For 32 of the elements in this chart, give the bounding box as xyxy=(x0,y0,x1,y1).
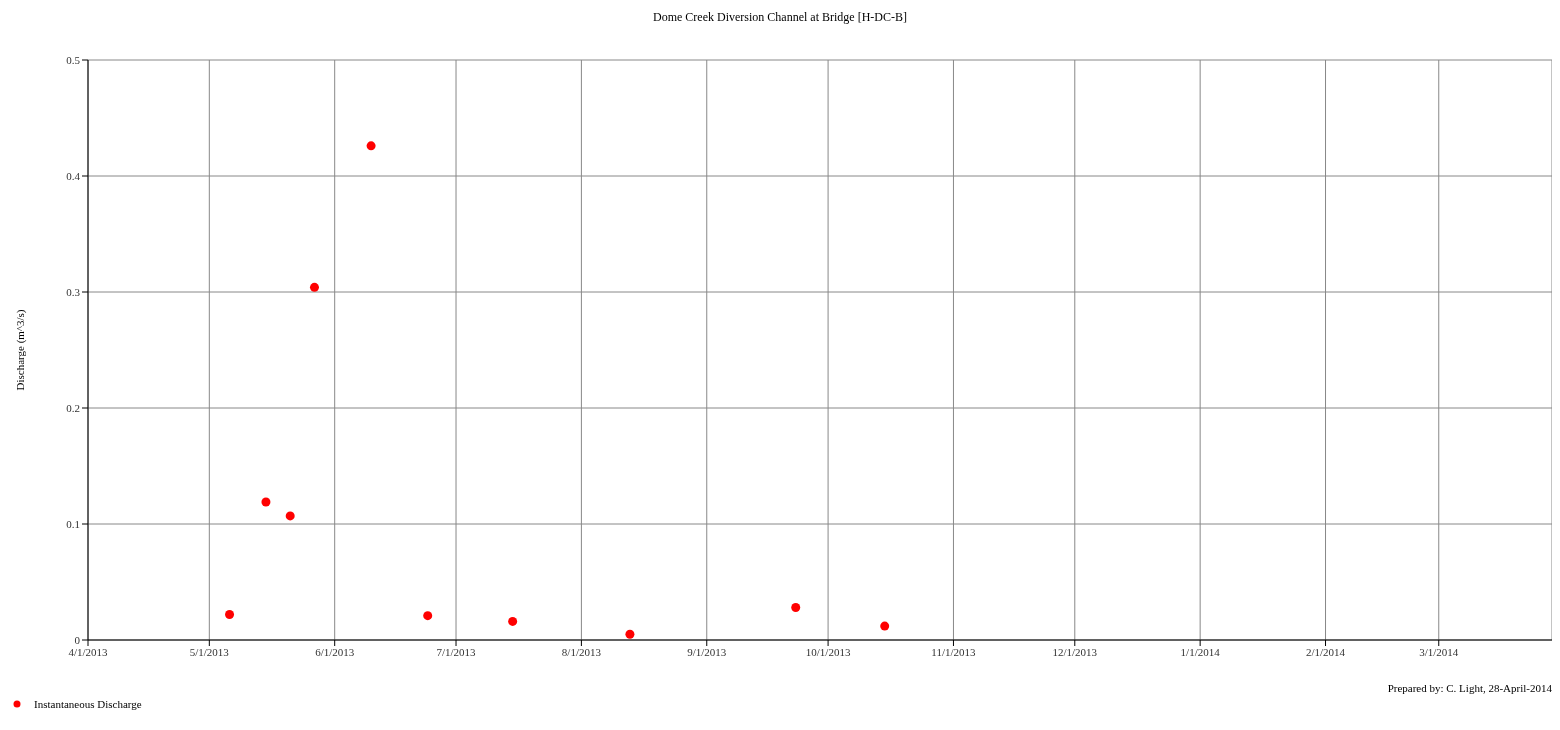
point xyxy=(366,141,376,151)
x-tick-label: 6/1/2013 xyxy=(315,645,355,658)
legend-label: Instantaneous Discharge xyxy=(34,698,142,710)
x-tick-label: 10/1/2013 xyxy=(805,645,851,658)
x-tick-label: 8/1/2013 xyxy=(561,645,602,658)
y-tick-label: 0.3 xyxy=(66,285,81,298)
y-tick-label: 0.5 xyxy=(66,53,81,66)
x-tick-label: 4/1/2013 xyxy=(68,645,109,658)
y-axis-title: Discharge (m^3/s) xyxy=(13,309,27,391)
y-tick-label: 0.2 xyxy=(66,401,80,414)
x-tick-label: 3/1/2014 xyxy=(1419,645,1459,658)
x-tick-label: 5/1/2013 xyxy=(189,645,230,658)
point xyxy=(625,629,635,639)
point xyxy=(285,511,295,521)
point xyxy=(225,609,235,619)
x-tick-label: 11/1/2013 xyxy=(931,645,977,658)
chart-title: Dome Creek Diversion Channel at Bridge [H-DC-B] xyxy=(652,9,908,26)
x-tick-label: 12/1/2013 xyxy=(1052,645,1098,658)
point xyxy=(423,611,433,621)
y-tick-label: 0 xyxy=(74,633,81,646)
point xyxy=(791,603,801,613)
x-tick-label: 2/1/2014 xyxy=(1305,645,1346,658)
y-tick-label: 0.1 xyxy=(66,517,80,530)
x-tick-label: 9/1/2013 xyxy=(687,645,727,658)
point xyxy=(880,621,890,631)
point xyxy=(508,616,518,626)
point xyxy=(261,497,271,507)
x-tick-label: 1/1/2014 xyxy=(1180,645,1221,658)
text: Prepared by: C. Light, 28-April-2014 xyxy=(1386,682,1552,694)
x-tick-label: 7/1/2013 xyxy=(436,645,477,658)
point xyxy=(309,282,319,292)
y-tick-label: 0.4 xyxy=(66,169,81,182)
